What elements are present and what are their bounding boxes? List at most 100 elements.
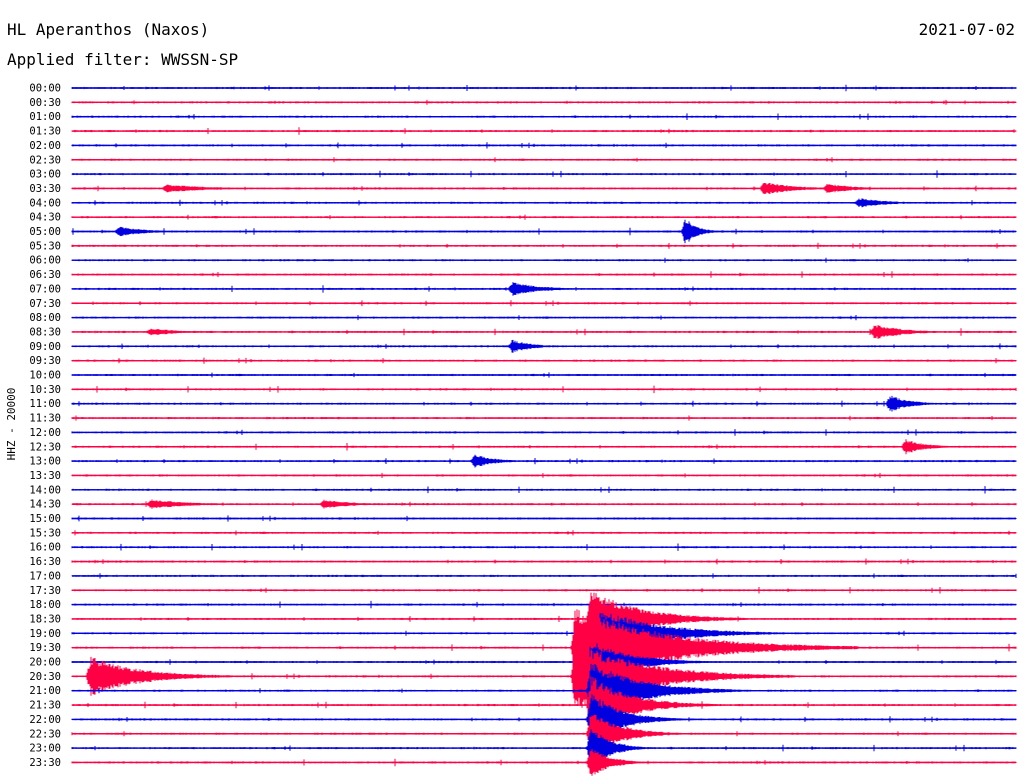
trace-time-label: 07:30: [29, 298, 61, 310]
trace-time-label: 04:30: [29, 212, 61, 224]
trace-time-label: 20:30: [29, 671, 61, 683]
trace-time-label: 04:00: [29, 197, 61, 209]
seismic-trace: [71, 282, 1017, 296]
seismic-trace: [71, 429, 1017, 436]
seismic-trace: [71, 729, 1017, 767]
trace-time-label: 19:00: [29, 628, 61, 640]
seismic-trace: [71, 609, 1017, 686]
trace-time-label: 05:00: [29, 226, 61, 238]
seismic-trace: [71, 592, 1017, 646]
trace-time-label: 00:30: [29, 97, 61, 109]
seismic-trace: [71, 694, 1017, 745]
seismic-trace: [71, 645, 1017, 708]
seismic-trace: [71, 372, 1017, 378]
seismic-trace: [71, 142, 1017, 149]
trace-time-label: 07:00: [29, 283, 61, 295]
seismic-traces: [71, 84, 1017, 776]
trace-time-label: 14:00: [29, 484, 61, 496]
station-title: HL Aperanthos (Naxos): [7, 20, 210, 39]
seismic-trace: [71, 530, 1017, 536]
seismic-trace: [71, 543, 1017, 551]
trace-time-label: 15:00: [29, 513, 61, 525]
trace-time-label: 22:30: [29, 728, 61, 740]
trace-time-label: 22:00: [29, 714, 61, 726]
seismic-trace: [71, 515, 1017, 522]
trace-time-label: 23:00: [29, 743, 61, 755]
seismic-trace: [71, 587, 1017, 594]
trace-time-label: 18:00: [29, 599, 61, 611]
trace-time-label: 08:00: [29, 312, 61, 324]
trace-time-label: 23:30: [29, 757, 61, 769]
seismic-trace: [71, 385, 1017, 394]
seismic-trace: [71, 300, 1017, 307]
trace-time-label: 09:00: [29, 341, 61, 353]
seismic-trace: [71, 198, 1017, 208]
seismic-trace: [71, 486, 1017, 494]
trace-time-label: 14:30: [29, 499, 61, 511]
seismic-trace: [71, 113, 1017, 120]
seismic-trace: [71, 749, 1017, 776]
seismic-trace: [71, 170, 1017, 178]
trace-time-label: 00:00: [29, 83, 61, 95]
filter-label: Applied filter: WWSSN-SP: [7, 50, 239, 69]
trace-time-label: 17:30: [29, 585, 61, 597]
trace-time-label: 09:30: [29, 355, 61, 367]
seismic-trace: [71, 339, 1017, 353]
trace-time-label: 12:00: [29, 427, 61, 439]
seismic-trace: [71, 271, 1017, 278]
trace-time-label: 10:00: [29, 370, 61, 382]
trace-time-label: 15:30: [29, 527, 61, 539]
seismic-trace: [71, 257, 1017, 263]
seismic-trace: [71, 395, 1017, 412]
trace-time-label: 12:30: [29, 441, 61, 453]
seismic-trace: [71, 676, 1017, 734]
trace-time-label: 11:00: [29, 398, 61, 410]
seismic-trace: [71, 439, 1017, 455]
trace-time-label: 17:00: [29, 570, 61, 582]
seismic-trace: [71, 183, 1017, 194]
seismic-trace: [71, 472, 1017, 478]
seismic-trace: [71, 558, 1017, 565]
trace-time-label: 13:00: [29, 456, 61, 468]
seismic-trace: [71, 325, 1017, 339]
trace-time-label: 03:00: [29, 169, 61, 181]
trace-time-label: 05:30: [29, 240, 61, 252]
seismic-trace: [71, 499, 1017, 509]
trace-time-label: 02:00: [29, 140, 61, 152]
seismic-trace: [71, 643, 1017, 681]
seismic-trace: [71, 454, 1017, 468]
trace-time-label: 16:30: [29, 556, 61, 568]
trace-time-label: 20:00: [29, 657, 61, 669]
seismic-trace: [71, 84, 1017, 92]
seismic-trace: [71, 219, 1017, 244]
seismic-trace: [71, 315, 1017, 321]
trace-time-label: 21:30: [29, 700, 61, 712]
trace-time-label: 01:00: [29, 111, 61, 123]
trace-time-label: 21:00: [29, 685, 61, 697]
trace-time-label: 02:30: [29, 154, 61, 166]
trace-time-label: 13:30: [29, 470, 61, 482]
seismic-trace: [71, 127, 1017, 135]
seismic-trace: [71, 357, 1017, 364]
seismic-trace: [71, 663, 1017, 718]
trace-time-label: 19:30: [29, 642, 61, 654]
trace-time-label: 16:00: [29, 542, 61, 554]
trace-labels: 00:00 00:30 01:00 01:30 02:00 02:30 03:00 03:30…: [29, 83, 61, 769]
trace-time-label: 03:30: [29, 183, 61, 195]
seismic-trace: [71, 415, 1017, 421]
seismic-trace: [71, 573, 1017, 579]
y-axis-label: HHZ - 20000: [5, 388, 18, 461]
seismic-trace: [71, 242, 1017, 249]
date-label: 2021-07-02: [918, 20, 1015, 39]
seismic-trace: [71, 600, 1017, 609]
seismic-trace: [71, 157, 1017, 163]
trace-time-label: 06:00: [29, 255, 61, 267]
trace-time-label: 18:30: [29, 613, 61, 625]
trace-time-label: 08:30: [29, 326, 61, 338]
seismic-trace: [71, 214, 1017, 220]
seismic-trace: [71, 99, 1017, 105]
trace-time-label: 10:30: [29, 384, 61, 396]
trace-time-label: 11:30: [29, 413, 61, 425]
trace-time-label: 01:30: [29, 126, 61, 138]
